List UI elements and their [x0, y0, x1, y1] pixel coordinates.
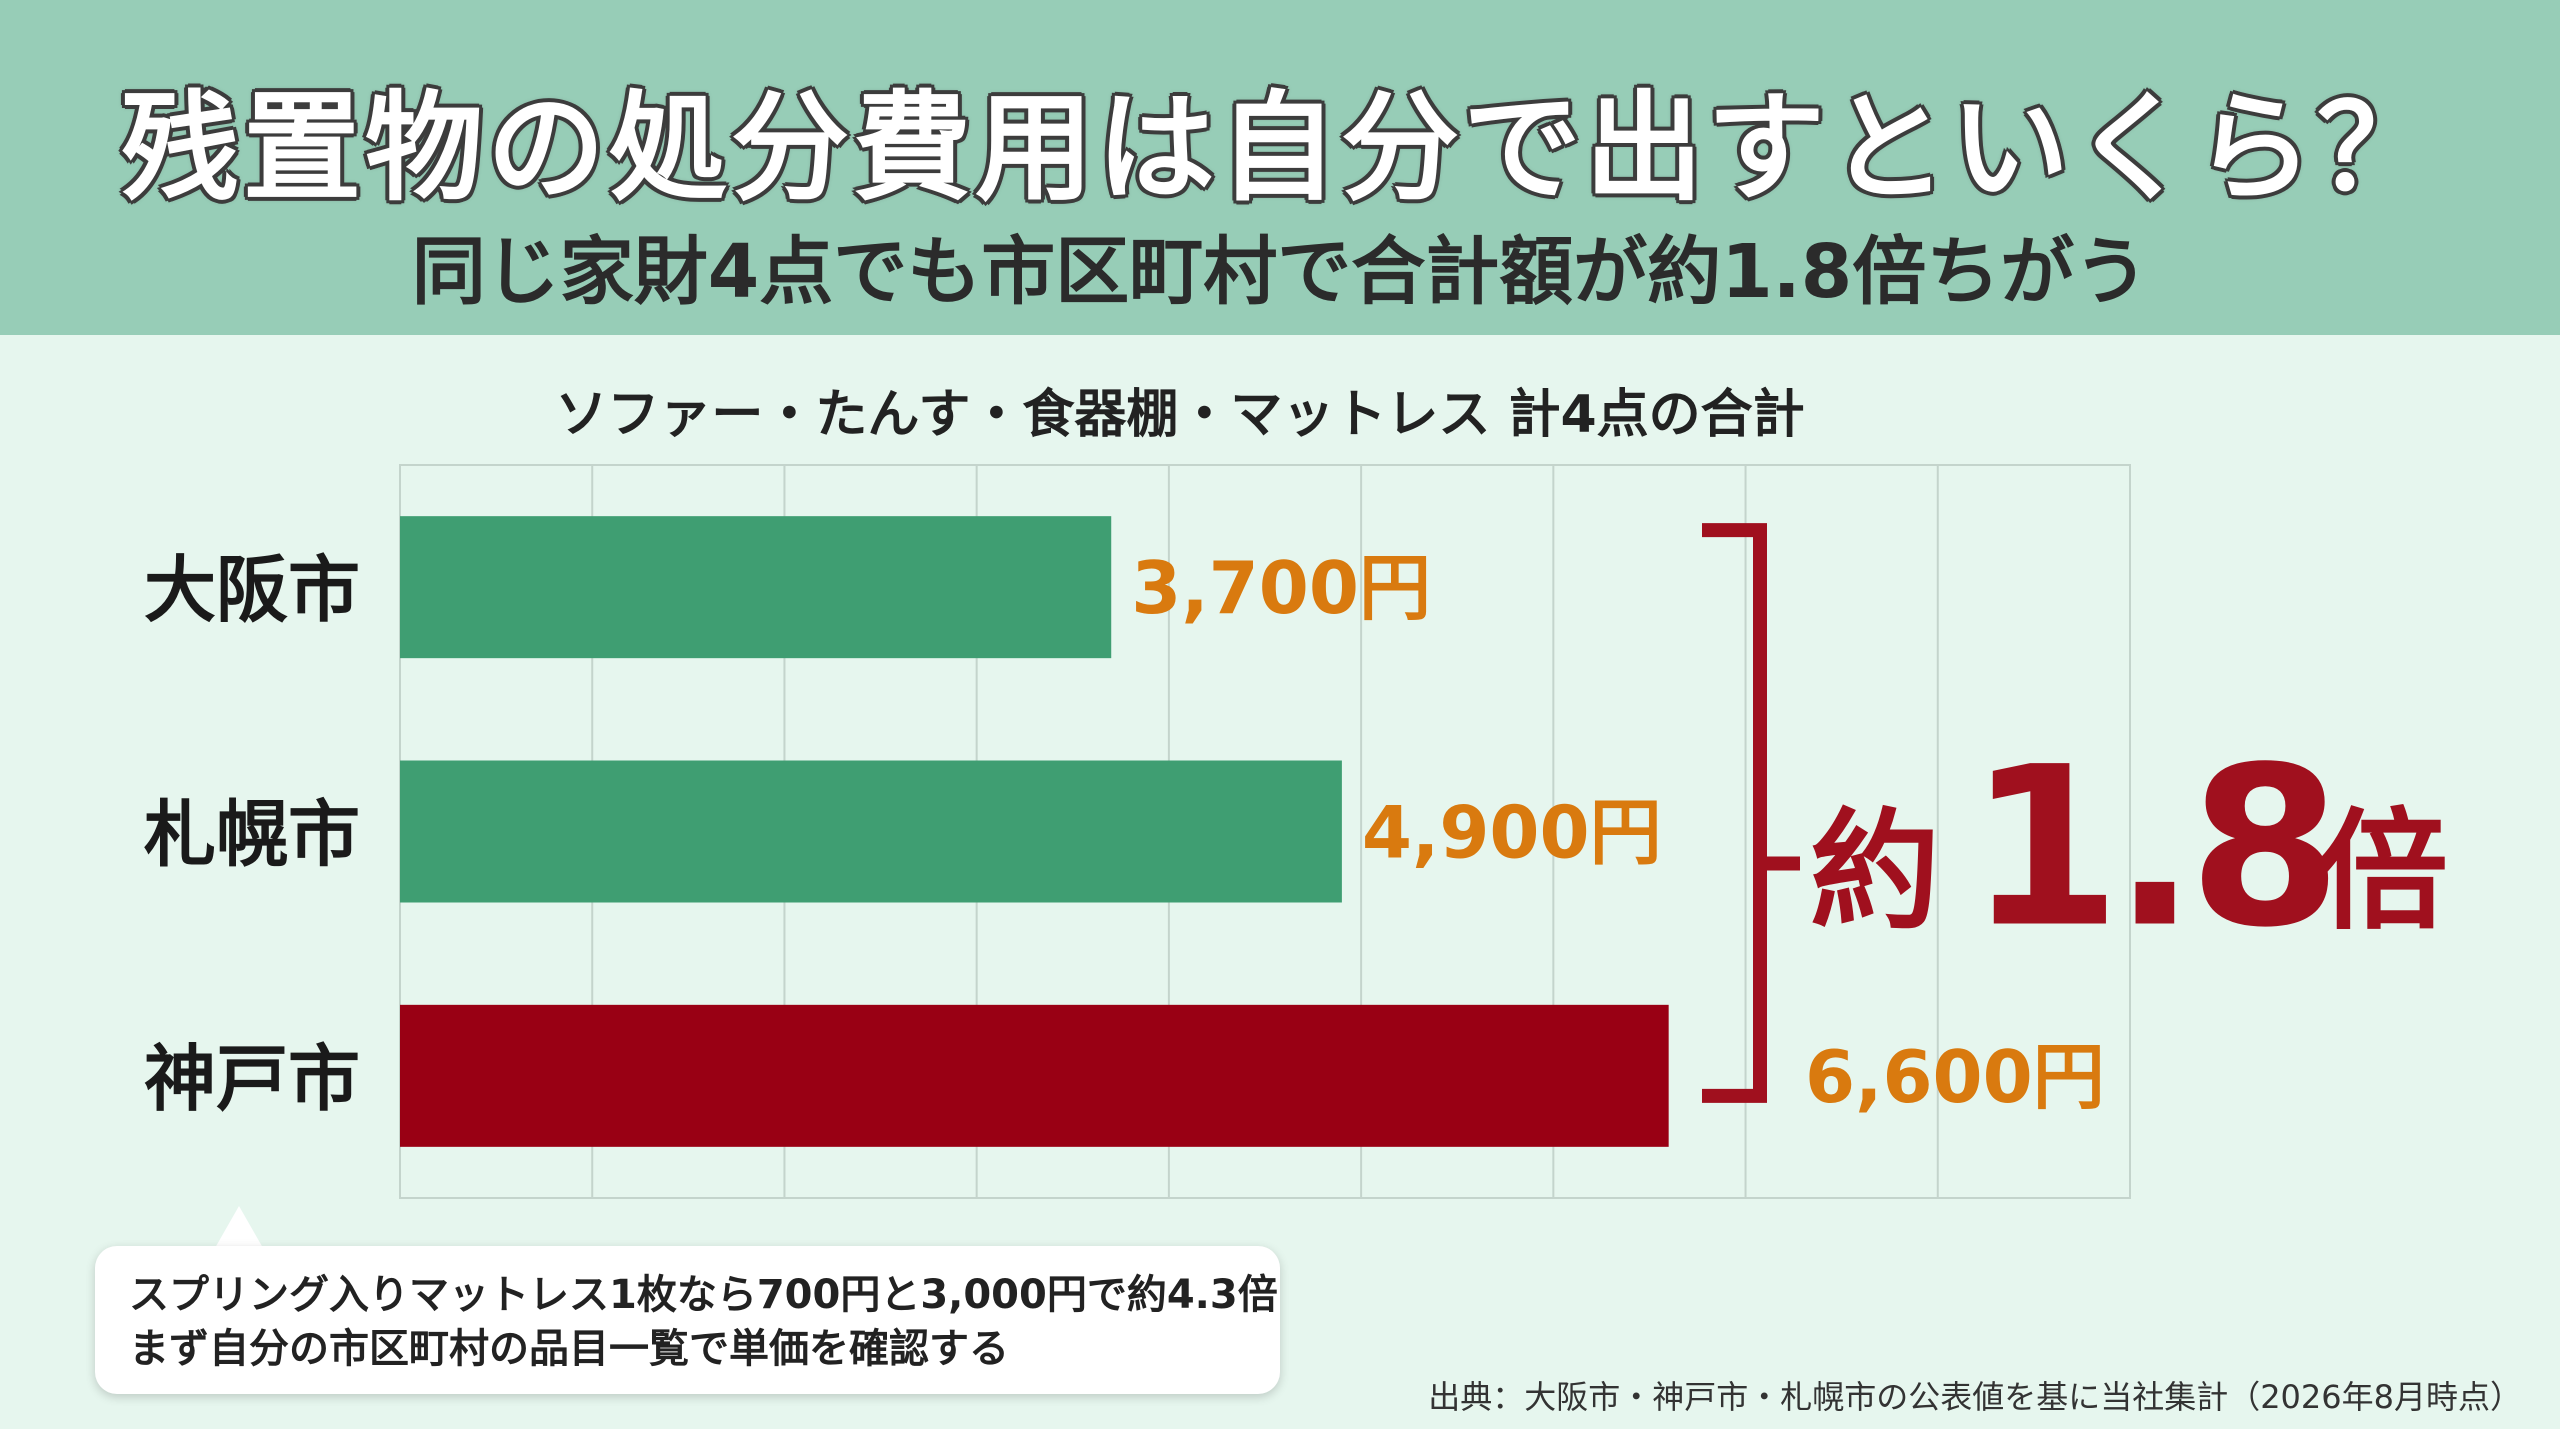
- value-label: 6,600円: [1805, 1035, 2105, 1119]
- header-banner: 残置物の処分費用は自分で出すといくら？ 同じ家財4点でも市区町村で合計額が約1.…: [0, 0, 2560, 335]
- bar-2: [400, 760, 1342, 903]
- note-line-2: まず自分の市区町村の品目一覧で単価を確認する: [129, 1326, 1009, 1372]
- category-label: 札幌市: [144, 793, 360, 877]
- source-caption: 出典：大阪市・神戸市・札幌市の公表値を基に当社集計（2026年8月時点）: [1428, 1378, 2522, 1416]
- bar-1: [400, 516, 1112, 659]
- value-label: 3,700円: [1131, 546, 1431, 630]
- chart-title: ソファー・たんす・食器棚・マットレス 計4点の合計: [555, 385, 1805, 445]
- category-label: 神戸市: [144, 1037, 360, 1121]
- bracket: [1702, 523, 1767, 1103]
- note-callout: スプリング入りマットレス1枚なら700円と3,000円で約4.3倍 まず自分の市…: [95, 1246, 1280, 1394]
- category-label: 大阪市: [144, 548, 360, 632]
- ratio-prefix: 約: [1810, 796, 1940, 948]
- note-line-1: スプリング入りマットレス1枚なら700円と3,000円で約4.3倍: [129, 1272, 1278, 1318]
- note-callout-tail: [215, 1206, 263, 1248]
- value-label: 4,900円: [1362, 791, 1662, 875]
- ratio-annotation: 約 1.8倍: [1702, 523, 2448, 1103]
- bar-3: [400, 1004, 1669, 1147]
- chart-bars: [400, 516, 1669, 1147]
- page-subtitle: 同じ家財4点でも市区町村で合計額が約1.8倍ちがう: [411, 229, 2149, 315]
- ratio-suffix: 倍: [2318, 796, 2448, 948]
- ratio-value: 1.8: [1968, 720, 2334, 976]
- page-title: 残置物の処分費用は自分で出すといくら？: [120, 79, 2439, 217]
